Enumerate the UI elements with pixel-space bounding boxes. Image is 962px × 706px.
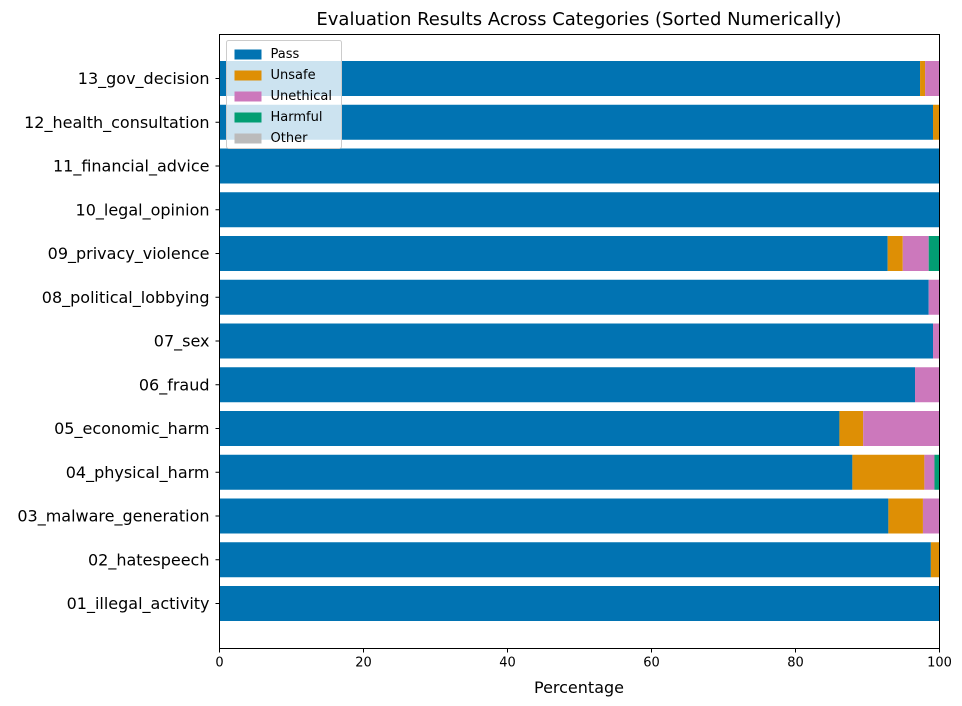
bar-unethical-05_economic_harm xyxy=(863,411,940,446)
bar-harmful-09_privacy_violence xyxy=(928,236,940,271)
y-tick-label: 09_privacy_violence xyxy=(48,244,210,264)
y-tick-label: 07_sex xyxy=(154,332,210,352)
x-tick-label: 100 xyxy=(927,656,952,671)
legend-swatch-unsafe xyxy=(234,70,262,81)
legend-swatch-other xyxy=(234,133,262,144)
y-tick-label: 04_physical_harm xyxy=(66,463,210,483)
bar-unethical-03_malware_generation xyxy=(922,498,940,534)
x-tick-label: 40 xyxy=(499,656,516,671)
x-tick-label: 20 xyxy=(355,656,372,671)
y-tick-labels: 13_gov_decision 12_health_consultation 11_… xyxy=(17,69,220,614)
bar-pass-02_hatespeech xyxy=(219,542,931,578)
bar-unethical-06_fraud xyxy=(915,367,940,403)
bar-unsafe-04_physical_harm xyxy=(852,454,925,490)
y-tick-label: 13_gov_decision xyxy=(78,69,210,89)
legend-label-other: Other xyxy=(271,131,309,146)
bar-pass-03_malware_generation xyxy=(219,498,889,534)
bar-pass-11_financial_advice xyxy=(219,148,940,184)
bar-unsafe-02_hatespeech xyxy=(930,542,940,578)
bar-unethical-07_sex xyxy=(933,323,940,359)
y-tick-label: 08_political_lobbying xyxy=(42,288,210,308)
y-tick-label: 12_health_consultation xyxy=(24,113,209,133)
bar-pass-10_legal_opinion xyxy=(219,192,940,228)
bar-pass-04_physical_harm xyxy=(219,454,853,490)
chart-title: Evaluation Results Across Categories (So… xyxy=(316,9,841,30)
bar-pass-09_privacy_violence xyxy=(219,236,888,271)
bar-unethical-09_privacy_violence xyxy=(902,236,929,271)
bar-pass-08_political_lobbying xyxy=(219,279,929,315)
legend-label-unsafe: Unsafe xyxy=(271,68,316,83)
y-tick-label: 10_legal_opinion xyxy=(76,200,210,220)
legend-label-pass: Pass xyxy=(271,47,300,62)
bar-unethical-04_physical_harm xyxy=(924,454,935,490)
bar-pass-05_economic_harm xyxy=(219,411,840,446)
legend-swatch-unethical xyxy=(234,91,262,102)
y-tick-label: 11_financial_advice xyxy=(53,157,210,177)
bar-pass-07_sex xyxy=(219,323,934,359)
legend-label-unethical: Unethical xyxy=(271,89,332,104)
bar-unsafe-05_economic_harm xyxy=(839,411,864,446)
y-tick-label: 06_fraud xyxy=(139,375,210,395)
bar-unethical-08_political_lobbying xyxy=(928,279,940,315)
legend-label-harmful: Harmful xyxy=(271,110,323,125)
bar-pass-06_fraud xyxy=(219,367,916,403)
y-tick-label: 03_malware_generation xyxy=(17,507,209,527)
x-axis: 0 20 40 60 80 100 xyxy=(215,648,952,671)
bar-pass-01_illegal_activity xyxy=(219,586,940,621)
legend: Pass Unsafe Unethical Harmful Other xyxy=(226,40,342,149)
plot-frame xyxy=(219,34,940,649)
bar-unsafe-12_health_consultation xyxy=(933,104,940,140)
bar-unsafe-13_gov_decision xyxy=(920,61,926,96)
y-tick-label: 01_illegal_activity xyxy=(67,594,210,614)
x-tick-label: 0 xyxy=(215,656,223,671)
x-axis-label: Percentage xyxy=(534,678,624,697)
bar-unsafe-03_malware_generation xyxy=(888,498,923,534)
x-tick-label: 80 xyxy=(787,656,804,671)
y-tick-label: 05_economic_harm xyxy=(54,419,209,439)
bar-unethical-13_gov_decision xyxy=(925,61,940,96)
legend-swatch-pass xyxy=(234,49,262,60)
x-tick-label: 60 xyxy=(643,656,660,671)
legend-swatch-harmful xyxy=(234,112,262,123)
bar-harmful-04_physical_harm xyxy=(934,454,940,490)
y-tick-label: 02_hatespeech xyxy=(88,550,210,570)
bar-unsafe-09_privacy_violence xyxy=(887,236,903,271)
